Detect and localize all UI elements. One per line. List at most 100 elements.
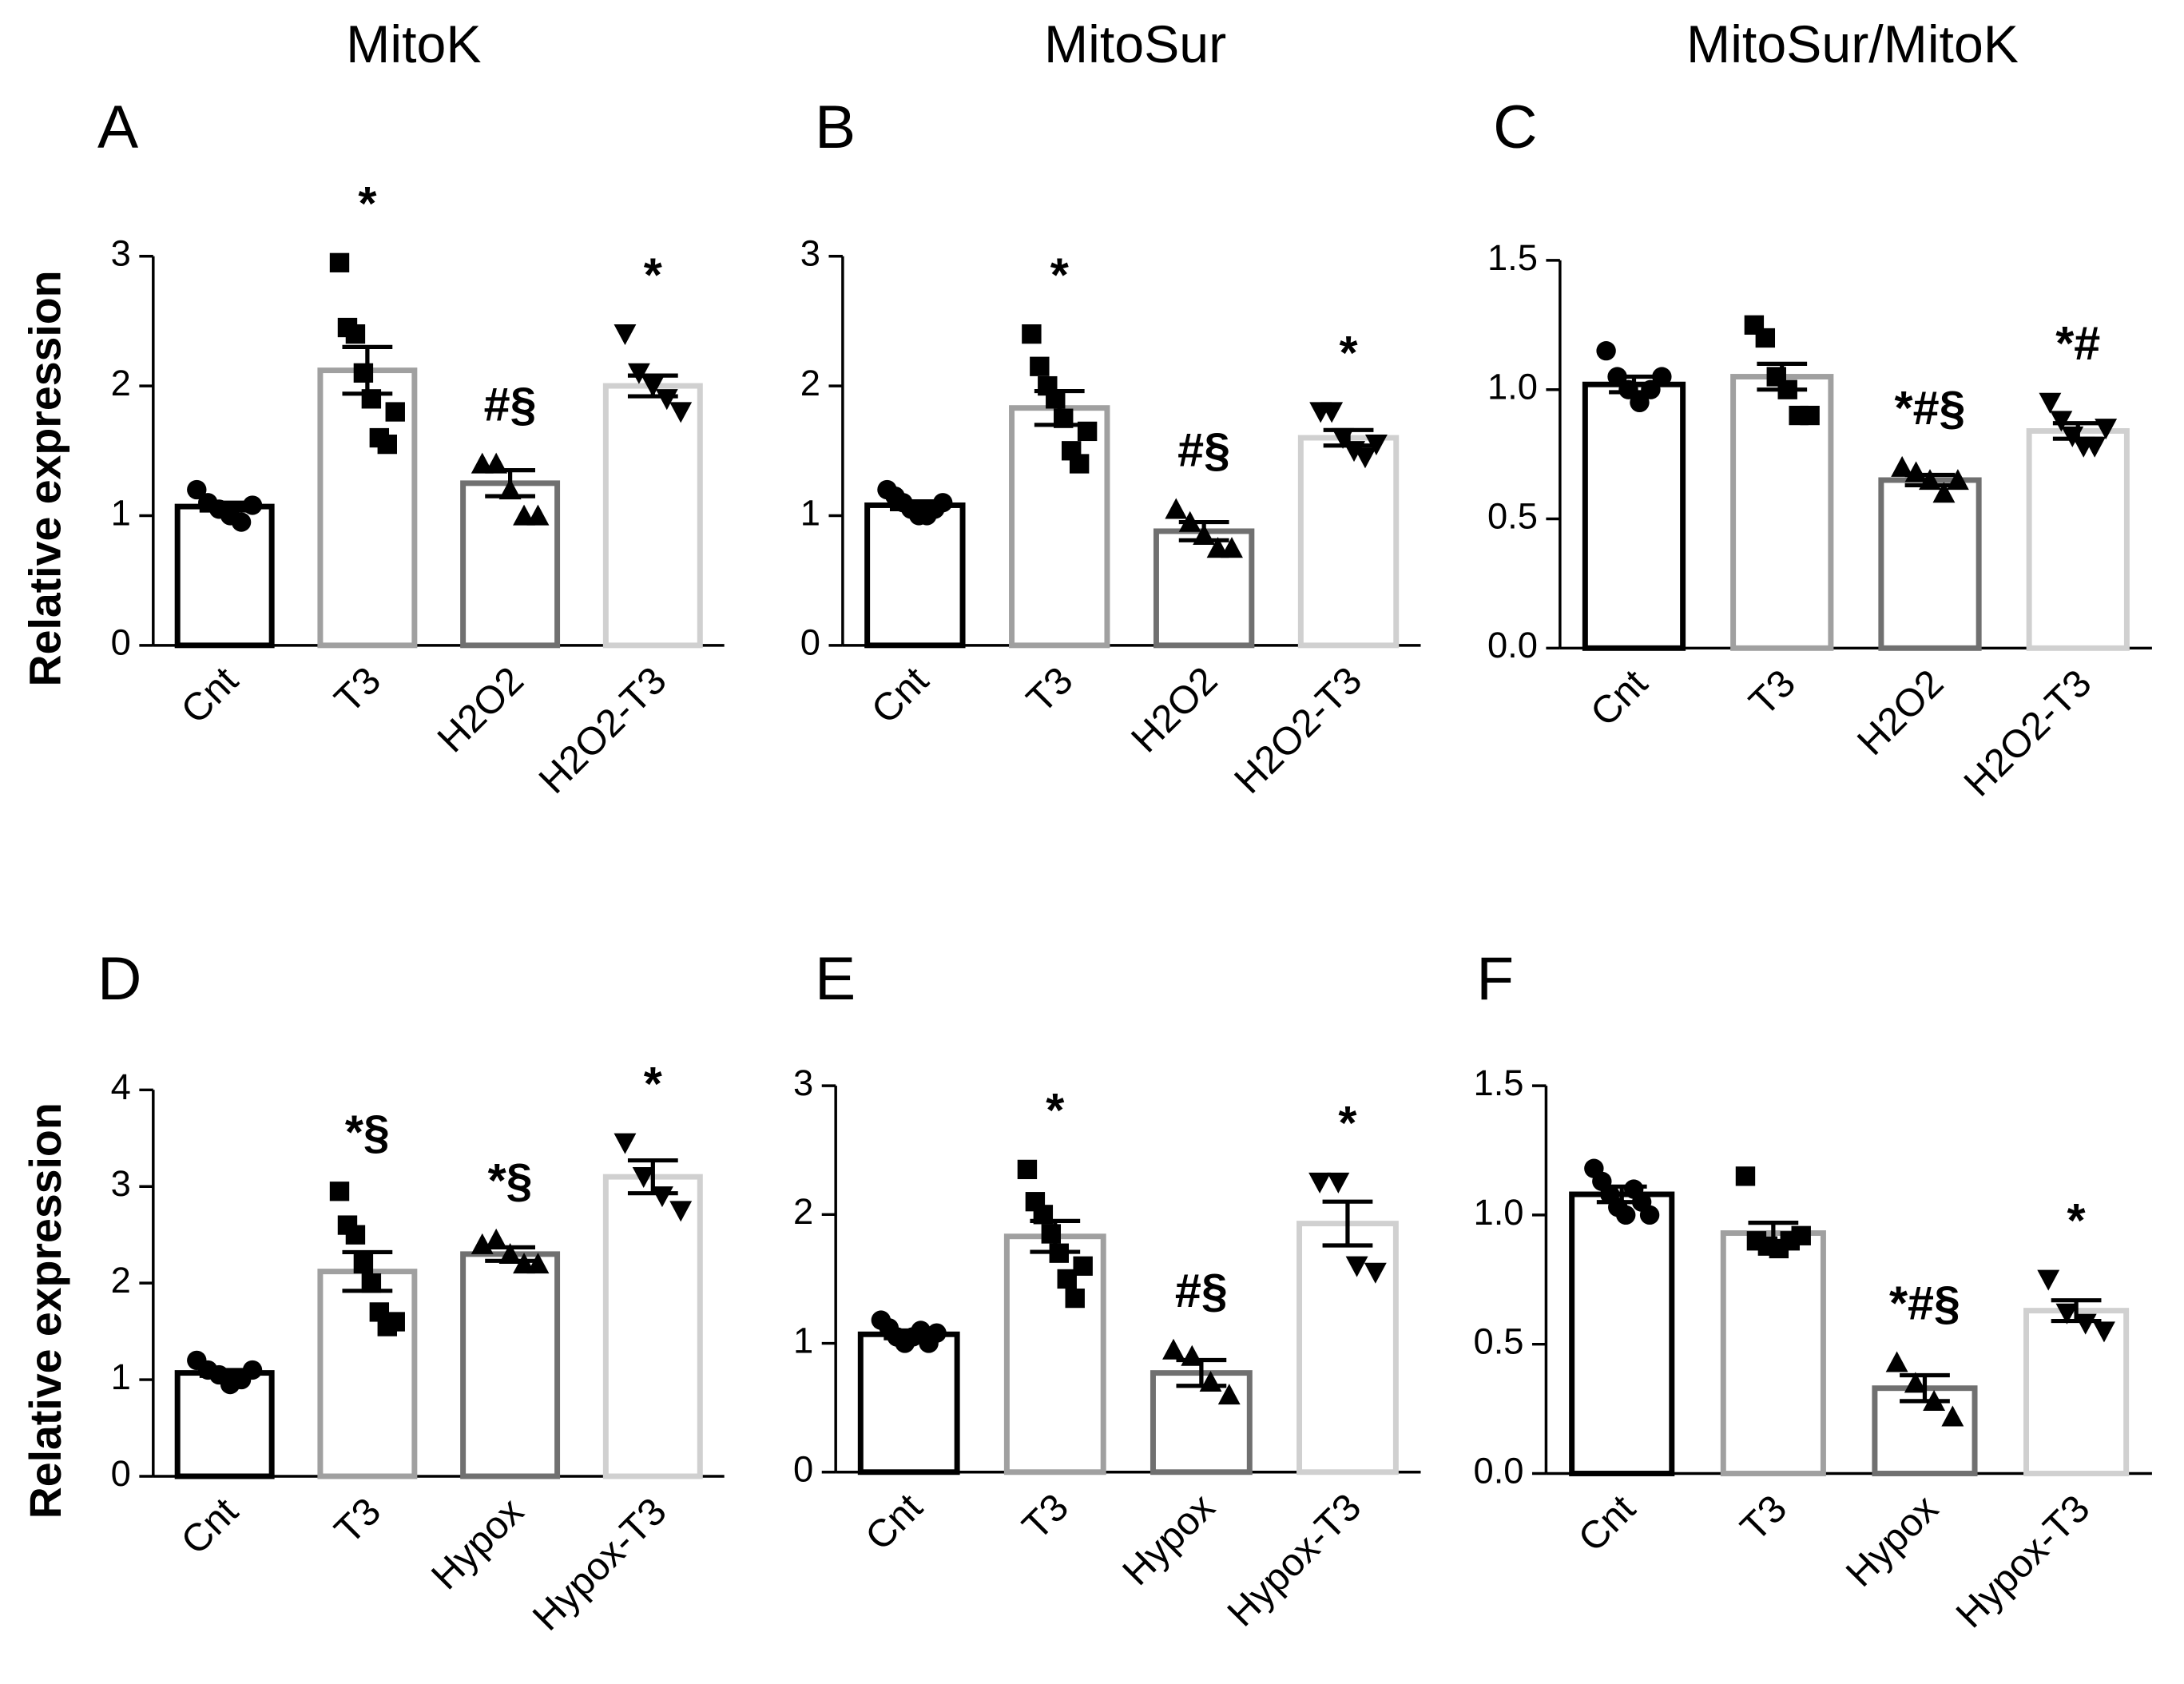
column-title: MitoSur (1044, 14, 1226, 73)
data-point (1618, 379, 1638, 399)
data-point (1054, 408, 1074, 428)
y-tick-label: 1.0 (1487, 367, 1538, 407)
data-point (2074, 1313, 2097, 1335)
y-tick-label: 0 (800, 622, 820, 663)
y-tick-label: 3 (793, 1062, 813, 1103)
x-tick-label: H2O2-T3 (530, 659, 674, 802)
y-tick-label: 0.0 (1474, 1451, 1524, 1491)
significance-label: * (1050, 248, 1069, 302)
data-point (650, 1186, 673, 1208)
data-point (345, 1225, 366, 1245)
data-point (498, 1242, 522, 1264)
bar (602, 383, 703, 649)
x-tick-label: Cnt (864, 658, 937, 732)
data-point (329, 252, 350, 272)
x-tick-label: T3 (327, 659, 390, 721)
panel-label: B (815, 93, 856, 161)
data-point (1891, 455, 1914, 477)
y-tick-label: 0 (111, 1453, 131, 1494)
y-tick-label: 1 (800, 492, 820, 533)
data-point (242, 495, 263, 515)
data-point (2037, 1269, 2060, 1291)
data-point (2095, 419, 2118, 440)
x-tick-label: Hypox (1114, 1486, 1223, 1594)
data-point (1332, 427, 1355, 449)
panel-label: F (1476, 945, 1514, 1013)
x-tick-label: Cnt (1582, 661, 1656, 735)
panel-label: E (815, 945, 856, 1013)
x-tick-label: H2O2-T3 (1226, 659, 1370, 802)
data-point (526, 1253, 550, 1274)
data-point (1069, 454, 1090, 474)
y-tick-label: 1.0 (1474, 1192, 1524, 1233)
data-point (1639, 1205, 1660, 1225)
data-point (1607, 367, 1627, 387)
data-point (385, 1312, 405, 1332)
data-point (1217, 1384, 1241, 1405)
bar (864, 502, 966, 649)
column-title: MitoK (346, 14, 481, 73)
x-tick-label: Hypox (423, 1490, 532, 1598)
data-point (526, 504, 550, 526)
panel-label: C (1493, 93, 1537, 161)
data-point (1923, 1390, 1946, 1412)
bar (2026, 428, 2130, 651)
data-point (1735, 1166, 1756, 1186)
column-title: MitoSur/MitoK (1686, 14, 2019, 73)
data-point (1041, 1224, 1062, 1244)
data-point (1165, 498, 1188, 519)
data-point (485, 1228, 508, 1249)
bar (1009, 405, 1110, 649)
data-point (1941, 1405, 1964, 1427)
data-point (231, 512, 252, 532)
significance-label: #§ (1175, 1264, 1228, 1317)
x-tick-label: Hypox-T3 (1219, 1486, 1369, 1635)
data-point (1181, 1344, 1204, 1366)
significance-label: *# (2055, 316, 2100, 370)
data-point (1904, 1372, 1927, 1393)
significance-label: #§ (484, 378, 537, 431)
data-point (361, 1273, 382, 1293)
bar (602, 1174, 703, 1479)
y-tick-label: 2 (800, 363, 820, 403)
y-tick-label: 2 (793, 1191, 813, 1232)
significance-label: * (2067, 1193, 2086, 1247)
bar (317, 1269, 418, 1479)
data-point (1199, 1371, 1222, 1392)
data-point (669, 1201, 693, 1222)
data-point (1641, 379, 1661, 399)
y-tick-label: 1 (793, 1321, 813, 1361)
significance-label: *§ (345, 1106, 390, 1159)
x-tick-label: H2O2 (1849, 661, 1952, 764)
data-point (1364, 1262, 1387, 1284)
data-point (1364, 435, 1388, 456)
x-tick-label: H2O2-T3 (1956, 661, 2099, 804)
data-point (345, 324, 366, 344)
significance-label: *§ (488, 1154, 533, 1207)
data-point (614, 324, 637, 346)
y-tick-label: 1 (111, 1356, 131, 1397)
data-point (2055, 1303, 2079, 1325)
bar (460, 480, 561, 649)
data-point (377, 435, 397, 455)
data-point (1932, 482, 1956, 503)
data-point (1077, 421, 1098, 442)
data-point (1046, 389, 1066, 409)
data-point (1033, 1205, 1054, 1225)
data-point (1904, 461, 1928, 483)
y-tick-label: 4 (111, 1066, 131, 1107)
x-tick-label: T3 (1015, 1486, 1078, 1548)
data-point (1652, 367, 1672, 387)
data-point (498, 479, 522, 500)
data-point (2083, 436, 2107, 458)
significance-label: * (1046, 1083, 1064, 1137)
y-tick-label: 3 (800, 233, 820, 274)
data-point (1755, 328, 1776, 348)
x-tick-label: H2O2 (430, 659, 532, 761)
bar (1720, 1230, 1826, 1476)
data-point (1919, 469, 1941, 491)
bar (1582, 381, 1686, 651)
data-point (1345, 1256, 1368, 1277)
x-tick-label: T3 (1019, 659, 1082, 721)
